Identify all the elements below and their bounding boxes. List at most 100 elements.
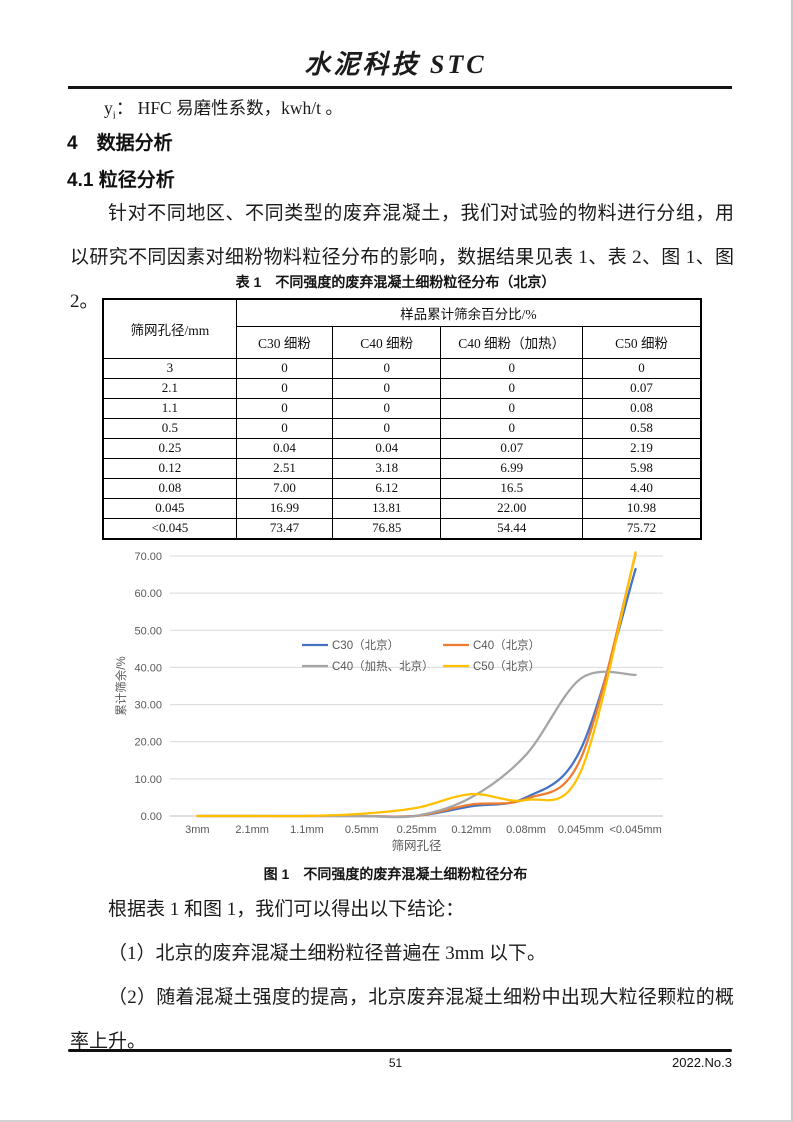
table-cell: 0.58 bbox=[582, 417, 702, 439]
y-tick-label: 50.00 bbox=[134, 625, 162, 637]
table-cell: 7.00 bbox=[235, 477, 334, 499]
conclusion-intro: 根据表 1 和图 1，我们可以得出以下结论： bbox=[108, 899, 465, 920]
x-tick-label: 3mm bbox=[185, 824, 209, 836]
series-line-3 bbox=[196, 551, 637, 818]
table-subheader: C30 细粉 bbox=[235, 325, 334, 359]
x-tick-label: 0.5mm bbox=[345, 824, 379, 836]
table-cell: 4.40 bbox=[582, 477, 702, 499]
table-cell: 0 bbox=[332, 417, 442, 439]
table-cell: 2.51 bbox=[235, 457, 334, 479]
table-1: 筛网孔径/mm 样品累计筛余百分比/% C30 细粉 C40 细粉 C40 细粉（加… bbox=[102, 298, 702, 540]
table-cell: 0 bbox=[440, 357, 584, 379]
x-tick-label: 0.08mm bbox=[506, 824, 546, 836]
table-cell: 0.08 bbox=[582, 397, 702, 419]
table-cell: 0 bbox=[582, 357, 702, 379]
y-tick-label: 0.00 bbox=[141, 811, 162, 823]
table-row: <0.045 73.47 76.85 54.44 75.72 bbox=[102, 517, 702, 539]
subsection-heading: 4.1 粒径分析 bbox=[67, 170, 175, 191]
table-row: 0.25 0.04 0.04 0.07 2.19 bbox=[102, 437, 702, 459]
header-rule bbox=[68, 86, 732, 89]
table-cell: 0 bbox=[440, 377, 584, 399]
table-cell: 16.99 bbox=[235, 497, 334, 519]
table-cell: 0.5 bbox=[102, 417, 237, 439]
series-line-0 bbox=[196, 567, 637, 818]
x-tick-label: 1.1mm bbox=[290, 824, 324, 836]
table-cell: <0.045 bbox=[102, 517, 237, 539]
formula-subscript: i bbox=[112, 109, 116, 122]
intro-paragraph: 针对不同地区、不同类型的废弃混凝土，我们对试验的物料进行分组，用以研究不同因素对… bbox=[70, 203, 734, 312]
y-axis-title: 累计筛余/% bbox=[114, 656, 128, 715]
conclusion-item-2: （2）随着混凝土强度的提高，北京废弃混凝土细粉中出现大粒径颗粒的概率上升。 bbox=[70, 987, 734, 1052]
figure-caption: 图 1 不同强度的废弃混凝土细粉粒径分布 bbox=[263, 866, 528, 882]
y-tick-label: 60.00 bbox=[134, 588, 162, 600]
conclusion-item-1: （1）北京的废弃混凝土细粉粒径普遍在 3mm 以下。 bbox=[108, 943, 547, 964]
footer-rule bbox=[68, 1049, 732, 1052]
table-body: 3 0 0 0 0 2.1 0 0 0 0.07 1.1 0 0 0 0.08 0.5 0 0 0 0.58 0.25 0… bbox=[102, 357, 702, 539]
legend-label-2: C40（加热、北京） bbox=[332, 659, 434, 673]
table-cell: 10.98 bbox=[582, 497, 702, 519]
table-cell: 6.99 bbox=[440, 457, 584, 479]
table-row: 0.12 2.51 3.18 6.99 5.98 bbox=[102, 457, 702, 479]
table-cell: 13.81 bbox=[332, 497, 442, 519]
table-row: 0.045 16.99 13.81 22.00 10.98 bbox=[102, 497, 702, 519]
formula-text: ： HFC 易磨性系数，kwh/t 。 bbox=[115, 98, 343, 118]
table-cell: 2.19 bbox=[582, 437, 702, 459]
table-cell: 0.04 bbox=[235, 437, 334, 459]
table-header-sieve-size: 筛网孔径/mm bbox=[102, 298, 237, 359]
table-cell: 73.47 bbox=[235, 517, 334, 539]
x-tick-label: <0.045mm bbox=[609, 824, 661, 836]
formula-symbol: y bbox=[104, 98, 113, 118]
x-tick-label: 2.1mm bbox=[235, 824, 269, 836]
table-cell: 0.07 bbox=[582, 377, 702, 399]
table-cell: 0 bbox=[440, 397, 584, 419]
table-cell: 0 bbox=[440, 417, 584, 439]
y-tick-label: 20.00 bbox=[134, 737, 162, 749]
table-cell: 0.045 bbox=[102, 497, 237, 519]
table-cell: 0.25 bbox=[102, 437, 237, 459]
table-cell: 0 bbox=[332, 377, 442, 399]
table-subheader: C40 细粉 bbox=[332, 325, 442, 359]
legend-label-1: C40（北京） bbox=[473, 638, 540, 652]
table-cell: 22.00 bbox=[440, 497, 584, 519]
series-line-2 bbox=[196, 670, 637, 819]
table-cell: 0 bbox=[235, 377, 334, 399]
legend-label-3: C50（北京） bbox=[473, 659, 540, 673]
y-tick-label: 70.00 bbox=[134, 551, 162, 563]
y-tick-label: 30.00 bbox=[134, 700, 162, 712]
journal-title: 水泥科技 STC bbox=[304, 50, 487, 79]
issue-label: 2022.No.3 bbox=[672, 1055, 732, 1070]
figure-1-chart-svg: 0.00 10.00 20.00 30.00 40.00 50.00 60.00 70.00 3… bbox=[114, 551, 663, 853]
table-cell: 5.98 bbox=[582, 457, 702, 479]
table-cell: 0.04 bbox=[332, 437, 442, 459]
table-cell: 75.72 bbox=[582, 517, 702, 539]
table-cell: 0 bbox=[235, 397, 334, 419]
table-cell: 76.85 bbox=[332, 517, 442, 539]
table-cell: 3 bbox=[102, 357, 237, 379]
table-cell: 0.07 bbox=[440, 437, 584, 459]
formula-note: yi： HFC 易磨性系数，kwh/t 。 bbox=[104, 95, 343, 122]
table-cell: 1.1 bbox=[102, 397, 237, 419]
x-tick-label: 0.25mm bbox=[397, 824, 437, 836]
y-tick-label: 10.00 bbox=[134, 774, 162, 786]
x-tick-label: 0.12mm bbox=[451, 824, 491, 836]
table-cell: 54.44 bbox=[440, 517, 584, 539]
table-subheader-row: C30 细粉 C40 细粉 C40 细粉（加热） C50 细粉 bbox=[103, 325, 702, 359]
page-number: 51 bbox=[388, 1056, 403, 1070]
table-caption: 表 1 不同强度的废弃混凝土细粉粒径分布（北京） bbox=[235, 274, 556, 290]
section-heading: 4 数据分析 bbox=[67, 133, 173, 154]
table-row: 0.08 7.00 6.12 16.5 4.40 bbox=[102, 477, 702, 499]
x-tick-label: 0.045mm bbox=[558, 824, 604, 836]
table-subheader: C40 细粉（加热） bbox=[440, 325, 584, 359]
table-cell: 0 bbox=[235, 417, 334, 439]
table-row: 0.5 0 0 0 0.58 bbox=[102, 417, 702, 439]
table-cell: 6.12 bbox=[332, 477, 442, 499]
table-cell: 0.08 bbox=[102, 477, 237, 499]
legend-label-0: C30（北京） bbox=[332, 638, 399, 652]
table-cell: 3.18 bbox=[332, 457, 442, 479]
y-tick-label: 40.00 bbox=[134, 662, 162, 674]
table-row: 1.1 0 0 0 0.08 bbox=[102, 397, 702, 419]
table-header-group: 样品累计筛余百分比/% bbox=[235, 298, 702, 327]
table-cell: 0 bbox=[332, 357, 442, 379]
